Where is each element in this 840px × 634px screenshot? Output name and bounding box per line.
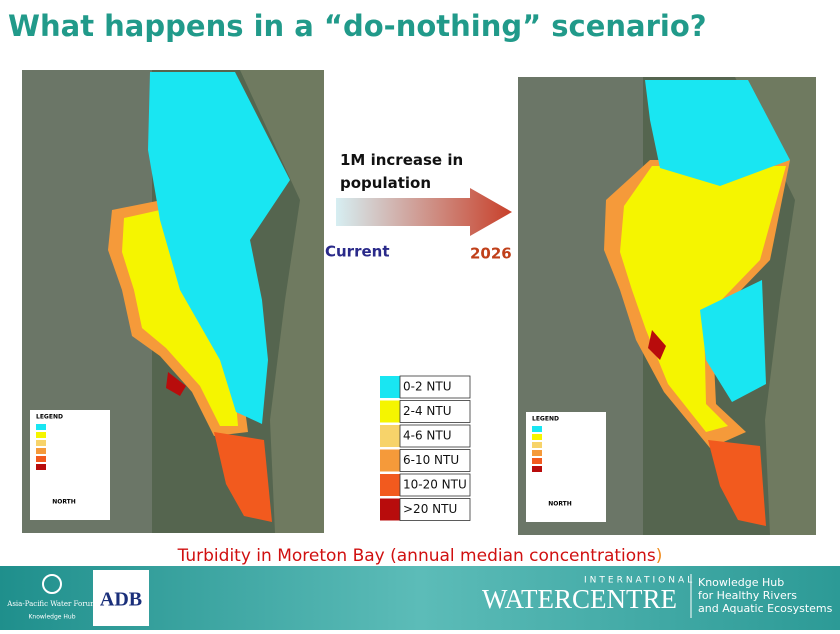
map-legend-swatch — [532, 466, 542, 472]
map-current: LEGEND NORTH — [22, 70, 324, 533]
iwc-name: WATERCENTRE — [482, 584, 677, 614]
legend-swatch — [380, 474, 400, 496]
legend-cell — [399, 400, 471, 423]
legend-label: 4-6 NTU — [403, 429, 452, 443]
map-legend-title: LEGEND — [532, 416, 559, 423]
map-zone — [148, 72, 290, 424]
map-zone — [648, 330, 666, 360]
map-zone — [620, 166, 786, 432]
legend-cell — [399, 375, 471, 399]
caption-text: Turbidity in Moreton Bay (annual median … — [177, 546, 656, 566]
forum-name: Asia-Pacific Water Forum — [6, 600, 97, 608]
legend-swatch — [380, 376, 400, 398]
legend: 0-2 NTU 2-4 NTU 4-6 NTU 6-10 NTU 10-20 NTU >2… — [380, 375, 471, 521]
hub-line: Knowledge Hub — [698, 576, 784, 589]
map-legend-swatch — [532, 450, 542, 456]
arrow-label: 1M increase in population — [340, 151, 463, 192]
map-legend-swatch — [36, 424, 46, 430]
legend-cell — [399, 424, 471, 448]
map-zone — [122, 210, 238, 426]
map-legend-swatch — [36, 432, 46, 438]
caption: Turbidity in Moreton Bay (annual median … — [177, 546, 663, 566]
legend-swatch — [380, 498, 400, 521]
legend-label: 6-10 NTU — [403, 453, 459, 467]
map-legend-swatch — [532, 434, 542, 440]
map-zone — [645, 80, 790, 186]
map-legend-swatch — [532, 458, 542, 464]
caption-closing: ) — [656, 546, 663, 566]
iwc-top: INTERNATIONAL — [584, 576, 695, 586]
legend-cell — [399, 498, 471, 521]
map-north: NORTH — [52, 499, 76, 506]
forum-sub: Knowledge Hub — [28, 614, 75, 621]
map-legend-swatch — [532, 442, 542, 448]
map-2026: LEGEND NORTH — [518, 77, 816, 535]
map-zone — [708, 440, 766, 526]
legend-swatch — [380, 425, 400, 447]
forum-logo — [42, 574, 62, 594]
arrow — [336, 188, 512, 236]
legend-swatch — [380, 400, 400, 423]
title: What happens in a “do-nothing” scenario? — [8, 9, 707, 43]
legend-label: 2-4 NTU — [403, 404, 452, 418]
hub-line: for Healthy Rivers — [698, 589, 797, 602]
map-zone — [700, 280, 766, 402]
adb-logo — [93, 570, 149, 626]
map-legend-swatch — [36, 448, 46, 454]
map-zone — [214, 432, 272, 522]
map-legend-swatch — [36, 464, 46, 470]
legend-label: 10-20 NTU — [403, 478, 467, 492]
hub-line: and Aquatic Ecosystems — [698, 602, 833, 615]
map-legend-swatch — [36, 440, 46, 446]
legend-cell — [399, 473, 471, 497]
map-legend-swatch — [532, 426, 542, 432]
legend-label: >20 NTU — [403, 502, 457, 516]
legend-cell — [399, 449, 471, 472]
map-legend-title: LEGEND — [36, 414, 63, 421]
map-island — [735, 77, 816, 535]
legend-swatch — [380, 449, 400, 472]
map-island — [240, 70, 324, 533]
adb-name: ADB — [100, 589, 142, 611]
map-legend-swatch — [36, 456, 46, 462]
legend-label: 0-2 NTU — [403, 380, 452, 394]
map-north: NORTH — [548, 501, 572, 508]
from-label: Current — [325, 243, 390, 261]
to-label: 2026 — [470, 245, 512, 263]
map-zone — [166, 372, 186, 396]
